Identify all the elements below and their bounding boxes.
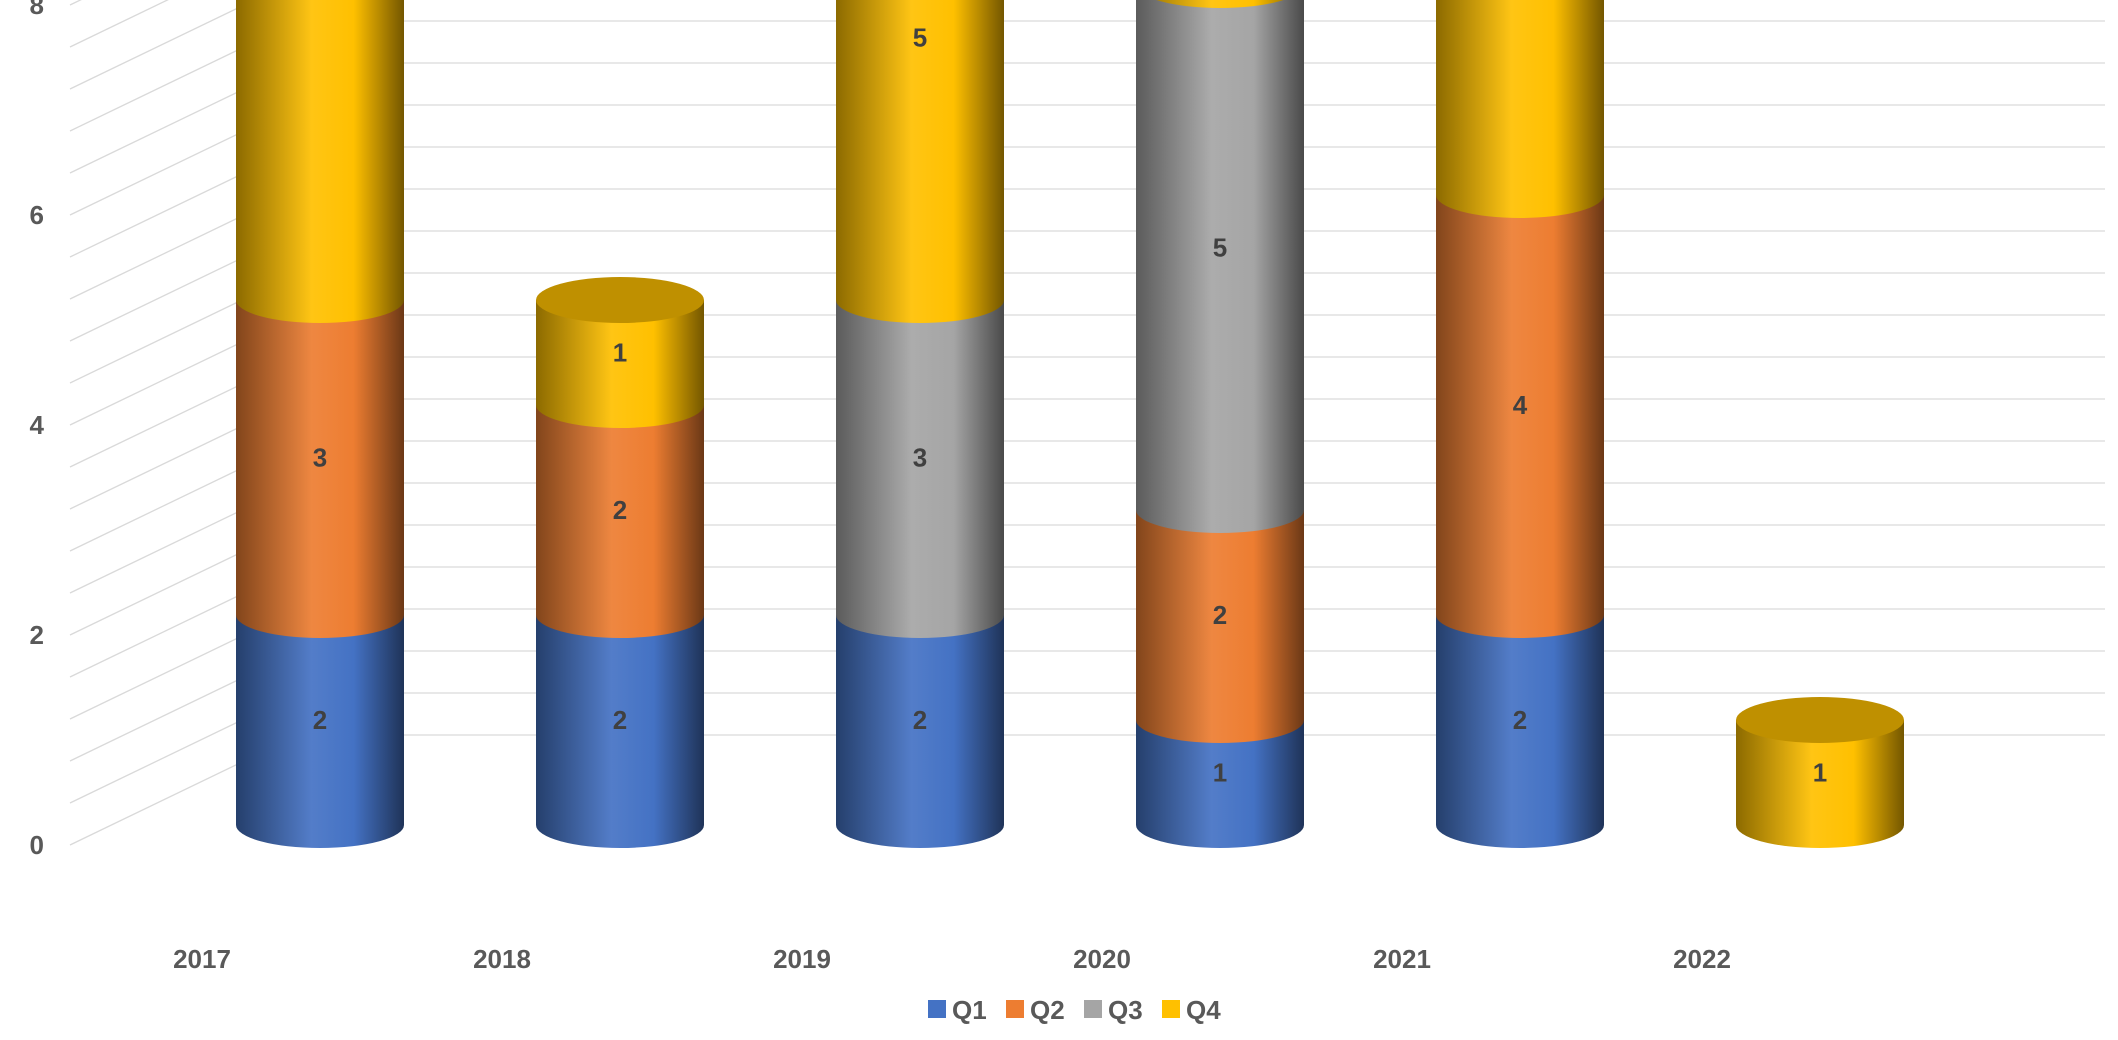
bar-segment <box>1436 195 1604 638</box>
y-tick-label: 8 <box>30 0 44 20</box>
data-label: 1 <box>1213 758 1227 788</box>
x-axis-ticks: 2017 2018 2019 2020 2021 2022 <box>173 944 1731 974</box>
bar-segment-body <box>236 0 404 323</box>
bar-segment-body <box>536 300 704 428</box>
bar-segment <box>236 0 404 323</box>
bar-top-cap <box>1736 697 1904 743</box>
bar-segment <box>1136 510 1304 743</box>
y-tick-label: 4 <box>30 410 45 440</box>
bar-segment <box>1156 0 1284 8</box>
data-label: 2 <box>913 705 927 735</box>
x-tick-label: 2021 <box>1373 944 1431 974</box>
x-tick-label: 2019 <box>773 944 831 974</box>
bar-segment <box>236 300 404 638</box>
bar-segment-body <box>836 300 1004 638</box>
bar-segment-body <box>1736 720 1904 848</box>
bar-segment <box>236 615 404 848</box>
data-label: 2 <box>613 495 627 525</box>
legend-item: Q1 <box>928 995 987 1025</box>
data-label: 3 <box>313 443 327 473</box>
x-tick-label: 2020 <box>1073 944 1131 974</box>
x-tick-label: 2018 <box>473 944 531 974</box>
bar-segment-body <box>1136 720 1304 848</box>
legend-label: Q1 <box>952 995 987 1025</box>
bar-segment-body <box>1136 0 1304 533</box>
data-label: 2 <box>313 705 327 735</box>
legend-swatch <box>1162 1000 1180 1018</box>
data-labels: 23722123512552451 <box>313 23 1827 788</box>
y-axis-ticks: 02468101214 <box>30 0 45 860</box>
bar-segment-body <box>1156 0 1284 8</box>
bar-segment-body <box>236 300 404 638</box>
legend-swatch <box>1084 1000 1102 1018</box>
data-label: 5 <box>913 23 927 53</box>
bar-segment <box>836 300 1004 638</box>
bar-segment-body <box>536 405 704 638</box>
y-tick-label: 2 <box>30 620 44 650</box>
legend-label: Q3 <box>1108 995 1143 1025</box>
legend-item: Q4 <box>1162 995 1221 1025</box>
data-label: 2 <box>1513 705 1527 735</box>
data-label: 1 <box>1813 758 1827 788</box>
data-label: 2 <box>1213 600 1227 630</box>
bar-segment <box>536 405 704 638</box>
bar-segment <box>836 615 1004 848</box>
y-tick-label: 6 <box>30 200 44 230</box>
legend-swatch <box>1006 1000 1024 1018</box>
depth-gridline <box>69 0 256 90</box>
data-label: 3 <box>913 443 927 473</box>
bars <box>236 0 1904 848</box>
x-tick-label: 2022 <box>1673 944 1731 974</box>
legend-label: Q2 <box>1030 995 1065 1025</box>
bar-segment-body <box>1436 0 1604 218</box>
bar-segment <box>536 277 704 428</box>
bar-top-cap <box>536 277 704 323</box>
bar-segment <box>1136 0 1304 533</box>
bar-segment-body <box>1436 615 1604 848</box>
bar-segment <box>1436 0 1604 218</box>
bar-segment-body <box>836 615 1004 848</box>
legend-swatch <box>928 1000 946 1018</box>
bar-segment-body <box>1136 510 1304 743</box>
data-label: 4 <box>1513 390 1528 420</box>
x-tick-label: 2017 <box>173 944 231 974</box>
data-label: 5 <box>1213 233 1227 263</box>
bar-segment-body <box>236 615 404 848</box>
bar-segment-body <box>1436 195 1604 638</box>
data-label: 2 <box>613 705 627 735</box>
bar-segment <box>1736 697 1904 848</box>
legend-item: Q2 <box>1006 995 1065 1025</box>
bar-segment-body <box>836 0 1004 323</box>
legend-label: Q4 <box>1186 995 1221 1025</box>
legend-item: Q3 <box>1084 995 1143 1025</box>
bar-segment <box>1136 720 1304 848</box>
bar-segment <box>836 0 1004 323</box>
data-label: 1 <box>613 338 627 368</box>
bar-segment <box>1436 615 1604 848</box>
bar-segment-body <box>536 615 704 848</box>
bar-segment <box>536 615 704 848</box>
depth-gridline <box>69 0 169 48</box>
legend: Q1 Q2 Q3 Q4 <box>928 995 1221 1025</box>
y-tick-label: 0 <box>30 830 44 860</box>
